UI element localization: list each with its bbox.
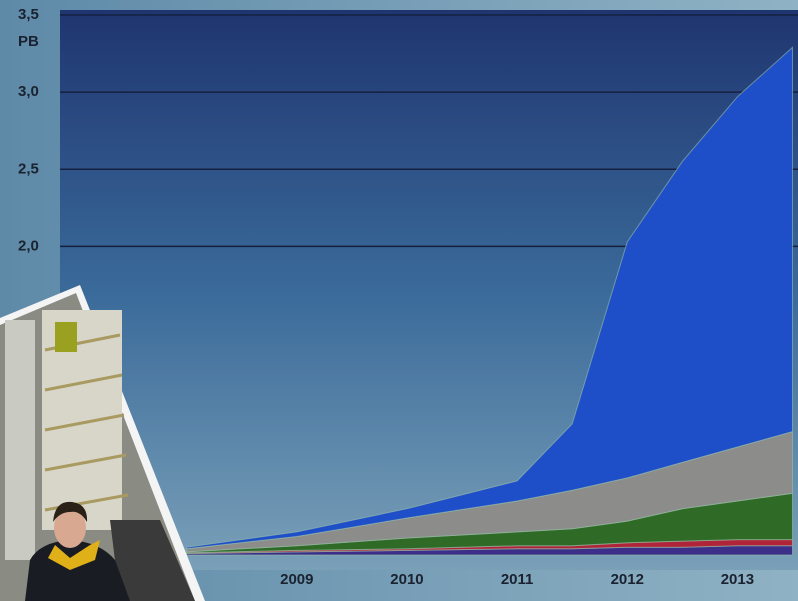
inset-door (5, 320, 35, 560)
inset-floor (110, 520, 195, 601)
x-tick-label: 2010 (390, 571, 423, 588)
y-unit-label: PB (18, 33, 39, 50)
y-tick-label: 3,0 (18, 83, 39, 100)
plot-area (60, 14, 798, 556)
area (186, 46, 793, 550)
person-collar (48, 540, 100, 570)
inset-sign (55, 322, 77, 352)
x-tick-label: 2011 (501, 571, 534, 588)
person-hair (53, 501, 88, 522)
y-tick-label: 2,5 (18, 160, 39, 177)
y-tick-label: 3,5 (18, 6, 39, 23)
x-tick-label: 2013 (721, 571, 754, 588)
person-face (54, 508, 86, 548)
x-tick-label: 2012 (611, 571, 644, 588)
inset-photo (0, 285, 205, 601)
y-tick-label: 2,0 (18, 237, 39, 254)
x-tick-label: 2009 (280, 571, 313, 588)
